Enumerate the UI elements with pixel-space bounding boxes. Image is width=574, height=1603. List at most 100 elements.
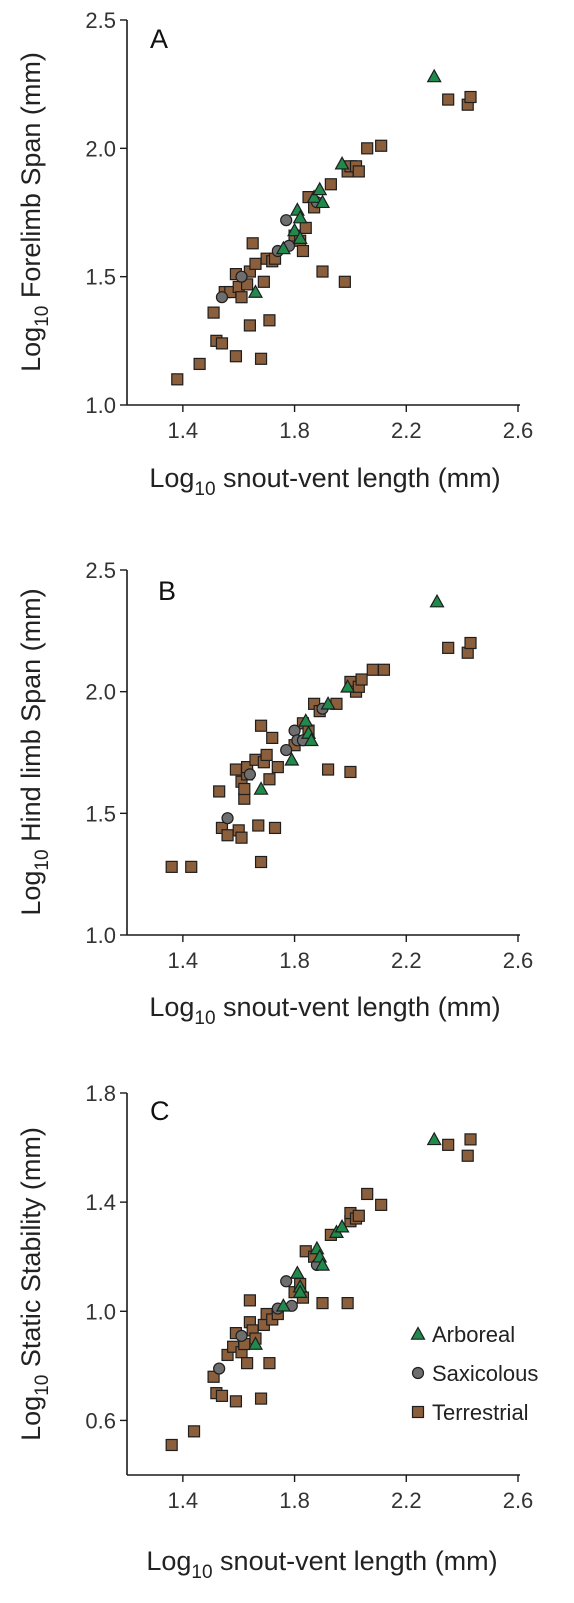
arboreal-point <box>303 732 319 747</box>
terrestrial-point <box>193 357 206 371</box>
legend-arboreal-icon <box>410 1326 426 1340</box>
terrestrial-point <box>263 773 276 786</box>
terrestrial-point <box>165 1438 178 1452</box>
panel-b-y-axis-title: Log10 Hind limb Span (mm) <box>16 588 53 915</box>
x-tick-label: 1.8 <box>279 418 310 443</box>
legend-saxicolous-icon <box>411 1366 425 1380</box>
terrestrial-point <box>361 142 374 155</box>
panel-a-x-axis-title: Log10 snout-vent length (mm) <box>149 463 500 500</box>
terrestrial-point <box>187 1425 201 1438</box>
saxicolous-point <box>243 768 256 781</box>
terrestrial-point <box>341 1296 354 1310</box>
arboreal-point <box>334 1218 350 1233</box>
legend-terrestrial-marker <box>411 1405 425 1419</box>
panel-b-x-title-sub: 10 <box>194 1008 215 1029</box>
arboreal-point <box>312 181 328 196</box>
y-tick-label: 2.5 <box>85 558 116 583</box>
terrestrial-point <box>377 663 391 676</box>
y-tick-label: 1.0 <box>85 1299 116 1324</box>
arboreal-point <box>314 194 331 209</box>
panel-c-y-title-sub: 10 <box>32 1375 53 1396</box>
terrestrial-point <box>316 1296 329 1310</box>
terrestrial-point <box>442 1138 455 1151</box>
saxicolous-point <box>215 291 229 304</box>
saxicolous-point <box>280 214 293 227</box>
panel-b-y-title-main: Log <box>16 871 46 916</box>
terrestrial-point <box>235 831 248 844</box>
arboreal-point <box>287 222 303 237</box>
panel-a: 1.4 1.8 2.2 2.61.01.52.02.5 A Log10 snout-v… <box>16 8 533 500</box>
x-tick-label: 2.2 <box>391 418 422 443</box>
panel-b-letter: B <box>158 576 176 606</box>
panel-c-ticks: 1.4 1.8 2.2 2.6 0.6 1.0 1.4 1.8 <box>85 1081 533 1513</box>
arboreal-point <box>306 189 322 203</box>
arboreal-point <box>284 752 300 766</box>
saxicolous-point <box>280 1275 293 1288</box>
terrestrial-point <box>344 765 357 779</box>
terrestrial-point <box>229 1395 243 1408</box>
arboreal-point <box>289 1265 305 1279</box>
terrestrial-point <box>464 90 477 104</box>
terrestrial-point <box>215 337 229 350</box>
arboreal-point <box>253 781 269 795</box>
terrestrial-point <box>238 782 251 796</box>
terrestrial-point <box>246 237 259 250</box>
x-tick-label: 2.6 <box>503 948 534 973</box>
x-tick-label: 2.2 <box>391 948 422 973</box>
terrestrial-point <box>316 265 329 278</box>
saxicolous-point <box>213 1362 226 1375</box>
legend-item-saxicolous: Saxicolous <box>411 1361 538 1386</box>
y-tick-label: 1.0 <box>85 393 116 418</box>
arboreal-point <box>247 1336 263 1350</box>
arboreal-point <box>429 593 445 608</box>
terrestrial-point <box>299 221 312 234</box>
terrestrial-point <box>375 1198 388 1211</box>
panel-a-x-title-sub: 10 <box>194 479 215 500</box>
legend-saxicolous-marker <box>411 1366 425 1380</box>
legend-item-terrestrial: Terrestrial <box>411 1400 529 1425</box>
panel-b-x-title-main: Log <box>149 992 194 1022</box>
saxicolous-point <box>235 270 248 283</box>
legend-terrestrial-label: Terrestrial <box>432 1400 529 1425</box>
legend-item-arboreal: Arboreal <box>410 1322 515 1347</box>
terrestrial-point <box>361 1187 374 1201</box>
legend-arboreal-marker <box>410 1326 426 1340</box>
terrestrial-point <box>185 860 198 873</box>
terrestrial-point <box>254 1392 268 1405</box>
legend-arboreal-label: Arboreal <box>432 1322 515 1347</box>
saxicolous-point <box>221 812 234 825</box>
terrestrial-point <box>442 641 455 654</box>
terrestrial-point <box>249 257 262 270</box>
y-tick-label: 0.6 <box>85 1408 116 1433</box>
terrestrial-point <box>338 275 351 288</box>
x-tick-label: 2.6 <box>503 418 534 443</box>
x-tick-label: 2.6 <box>503 1488 534 1513</box>
terrestrial-point <box>254 719 268 732</box>
y-tick-label: 2.0 <box>85 680 116 705</box>
y-tick-label: 1.0 <box>85 923 116 948</box>
terrestrial-point <box>271 760 284 774</box>
panel-c-letter: C <box>150 1096 170 1126</box>
terrestrial-point <box>321 763 335 776</box>
panel-a-y-title-main: Log <box>16 327 46 372</box>
terrestrial-point <box>268 821 282 835</box>
terrestrial-point <box>257 275 270 288</box>
y-tick-label: 2.0 <box>85 136 116 161</box>
terrestrial-point <box>464 636 477 650</box>
terrestrial-point <box>229 763 243 776</box>
panel-c-x-title-rest: snout-vent length (mm) <box>213 1546 498 1576</box>
panel-a-y-axis-title: Log10 Forelimb Span (mm) <box>16 52 53 372</box>
x-tick-label: 1.4 <box>168 1488 199 1513</box>
panel-a-y-title-rest: Forelimb Span (mm) <box>16 52 46 306</box>
terrestrial-point <box>240 1357 254 1370</box>
terrestrial-point <box>254 352 268 365</box>
arboreal-point <box>334 155 350 170</box>
terrestrial-point <box>207 1370 220 1383</box>
terrestrial-point <box>263 314 276 327</box>
terrestrial-point <box>207 306 220 319</box>
legend: Arboreal Saxicolous Terrestrial <box>410 1322 538 1425</box>
panel-b-y-title-sub: 10 <box>32 849 53 870</box>
panel-c-x-title-main: Log <box>146 1546 191 1576</box>
arboreal-point <box>292 1284 308 1298</box>
